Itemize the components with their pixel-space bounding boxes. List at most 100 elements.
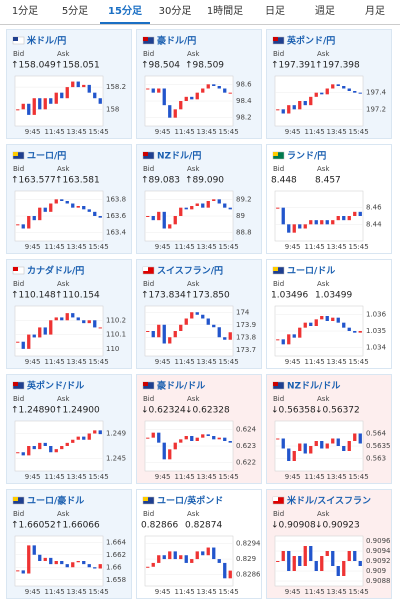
timeframe-tab[interactable]: 15分足 (100, 0, 150, 24)
candle (347, 216, 351, 221)
pair-name: 米ドル/円 (26, 35, 66, 47)
y-tick-label: 163.4 (106, 229, 127, 237)
rate-tile[interactable]: ユーロ/円 Bid Ask ↑163.577 ↑163.581 163.8 163.6 163… (6, 144, 132, 254)
x-tick-label: 13:45 (327, 128, 347, 136)
timeframe-tab[interactable]: 1分足 (11, 6, 39, 17)
timeframe-tab[interactable]: 30分足 (158, 6, 192, 17)
timeframe-tab[interactable]: 1時間足 (206, 6, 244, 17)
candle (320, 92, 324, 95)
bid-label: Bid (143, 510, 154, 518)
candle (82, 320, 86, 324)
candle (298, 101, 302, 110)
candle (195, 203, 199, 206)
candle (98, 327, 102, 329)
candle (223, 203, 227, 208)
rate-tile[interactable]: ユーロ/ドル Bid Ask 1.03496 1.03499 1.036 1.035 1.03… (266, 259, 392, 369)
candle (320, 441, 324, 449)
candle (309, 546, 313, 561)
y-tick-label: 197.2 (366, 105, 386, 113)
candle (347, 551, 351, 561)
rate-tile[interactable]: 英ポンド/ドル Bid Ask ↑1.24890 ↑1.24900 1.249 1.245 9… (6, 374, 132, 484)
candle (309, 96, 313, 106)
ask-price: ↑98.509 (185, 61, 224, 71)
x-tick-label: 15:45 (349, 358, 369, 366)
pair-name: 豪ドル/円 (157, 35, 196, 47)
candle (206, 434, 210, 436)
flag-mark (273, 267, 278, 271)
candle (16, 452, 20, 454)
candle (38, 207, 42, 221)
candle (287, 551, 291, 571)
candle (212, 199, 216, 201)
rate-tile[interactable]: 豪ドル/ドル Bid Ask ↓0.62324 ↓0.62328 0.624 0.623 0.… (136, 374, 262, 484)
ask-price: ↑173.850 (185, 291, 230, 301)
candle (162, 88, 166, 106)
rate-tile[interactable]: スイスフラン/円 Bid Ask ↑173.834 ↑173.850 174 173.9 17… (136, 259, 262, 369)
rate-tile[interactable]: 米ドル/円 Bid Ask ↑158.049 ↑158.051 158.2 158 9:45 1… (6, 29, 132, 139)
candle (157, 324, 161, 338)
candle (179, 101, 183, 110)
rate-tile[interactable]: ユーロ/豪ドル Bid Ask ↑1.66052 ↑1.66066 1.664 1.662 1… (6, 489, 132, 599)
rate-tile[interactable]: カナダドル/円 Bid Ask ↑110.148 ↑110.154 110.2 110.1 1… (6, 259, 132, 369)
candle (93, 92, 97, 99)
rate-tile[interactable]: ユーロ/英ポンド Bid Ask 0.82866 0.82874 0.8294 0.829 0… (136, 489, 262, 599)
rate-tile[interactable]: NZドル/円 Bid Ask ↑89.083 ↑89.090 89.2 89 88.8 9:45… (136, 144, 262, 254)
candle (303, 546, 307, 566)
candle (146, 437, 150, 439)
candle (65, 564, 69, 568)
candle (162, 211, 166, 229)
x-tick-label: 15:45 (349, 243, 369, 251)
candle (331, 317, 335, 321)
candle (168, 224, 172, 229)
candle (27, 334, 31, 349)
x-tick-label: 15:45 (89, 588, 109, 596)
candle (54, 92, 58, 104)
candle (168, 551, 172, 560)
rate-tile[interactable]: 英ポンド/円 Bid Ask ↑197.391 ↑197.398 197.4 197.2 9:… (266, 29, 392, 139)
ask-price: ↑163.581 (55, 176, 100, 186)
pair-name: 英ポンド/円 (286, 35, 335, 47)
y-tick-label: 174 (236, 308, 250, 316)
flag-mark (143, 152, 148, 156)
x-tick-label: 13:45 (67, 243, 87, 251)
rate-tile[interactable]: ランド/円 Bid Ask 8.448 8.457 8.46 8.44 9:45 11:45 13… (266, 144, 392, 254)
bid-price: ↑1.24890 (11, 406, 56, 416)
pair-name: カナダドル/円 (27, 265, 84, 277)
candle (43, 442, 47, 446)
candle (38, 327, 42, 338)
candle (151, 562, 155, 567)
candle (98, 430, 102, 435)
x-tick-label: 13:45 (67, 588, 87, 596)
candle (38, 442, 42, 450)
x-tick-label: 11:45 (175, 588, 195, 596)
rate-tile[interactable]: 米ドル/スイスフラン Bid Ask ↓0.90908 ↓0.90923 0.9096 0.… (266, 489, 392, 599)
timeframe-tabs: 1分足 5分足 15分足 30分足 1時間足 日足 週足 月足 (0, 0, 400, 25)
x-tick-label: 15:45 (89, 473, 109, 481)
x-tick-label: 9:45 (285, 128, 301, 136)
candle (298, 556, 302, 566)
bid-price: ↑110.148 (11, 291, 56, 301)
chart-area (14, 75, 104, 127)
candle (21, 103, 25, 110)
x-tick-label: 13:45 (197, 358, 217, 366)
timeframe-tab[interactable]: 月足 (365, 6, 385, 17)
timeframe-tab[interactable]: 5分足 (61, 6, 89, 17)
bid-price: ↑163.577 (11, 176, 56, 186)
candle (190, 559, 194, 563)
candle (87, 564, 91, 568)
flag-mark (273, 152, 278, 156)
timeframe-tab[interactable]: 週足 (315, 6, 335, 17)
candle (43, 557, 47, 561)
candle (184, 96, 188, 101)
candle (157, 88, 161, 93)
candle (292, 105, 296, 110)
candle (353, 551, 357, 561)
timeframe-tab[interactable]: 日足 (265, 6, 285, 17)
candle (87, 209, 91, 212)
rate-tile[interactable]: NZドル/ドル Bid Ask ↓0.56358 ↓0.56372 0.564 0.5635… (266, 374, 392, 484)
rate-tile[interactable]: 豪ドル/円 Bid Ask ↑98.504 ↑98.509 98.6 98.4 98.2 9:4… (136, 29, 262, 139)
bid-price: ↑98.504 (141, 61, 180, 71)
candle (298, 224, 302, 229)
